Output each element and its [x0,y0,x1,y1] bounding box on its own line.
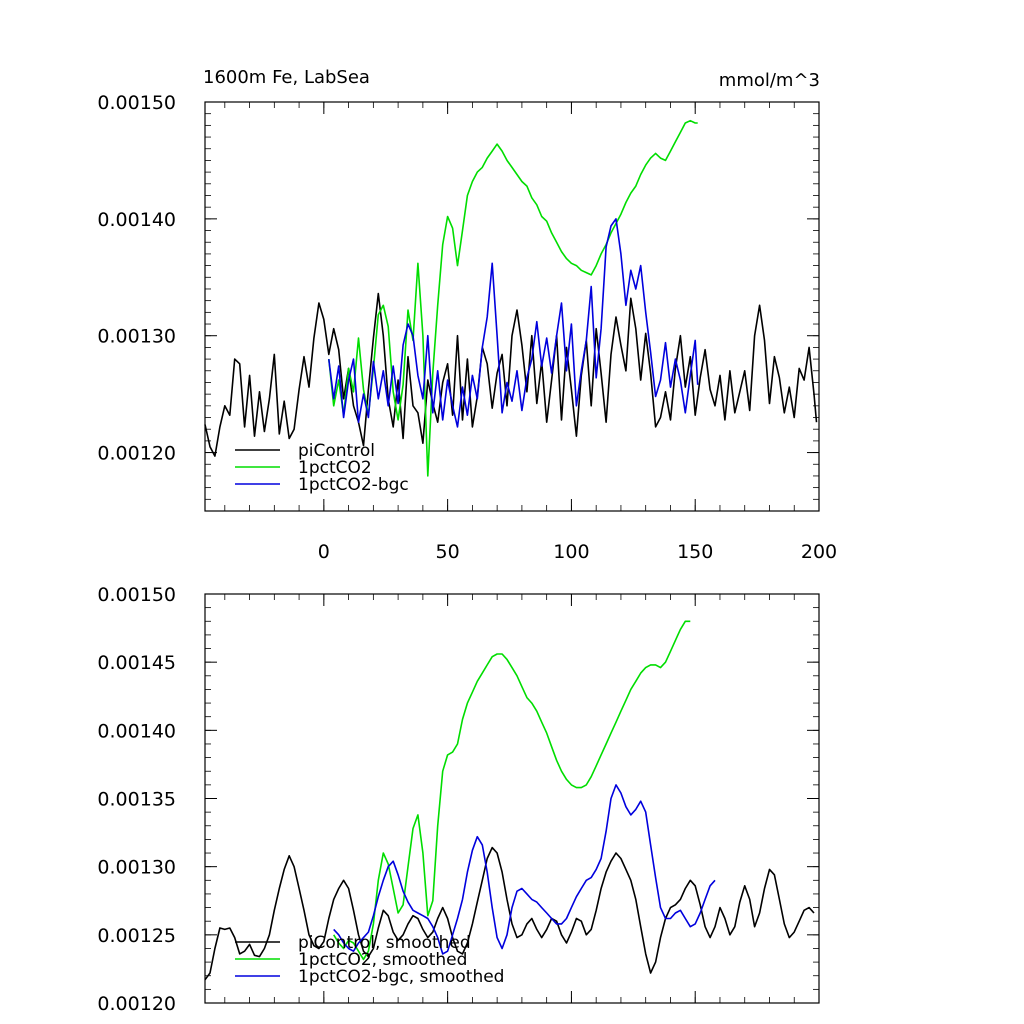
y-tick-label: 0.00140 [97,720,176,742]
units-label: mmol/m^3 [719,70,820,91]
series-line-2 [333,620,691,961]
y-tick-label: 0.00145 [97,652,176,674]
x-tick-label: 50 [436,541,460,563]
legend-label: 1pctCO2 [298,458,372,478]
y-tick-label: 0.00140 [97,209,176,231]
series-line-3 [328,218,699,428]
series-line-3 [333,784,716,955]
y-tick-label: 0.00120 [97,993,176,1015]
axis-ticks: 0.00120 0.00130 0.00140 0.00150 0 50 100 150 200 [97,92,837,563]
plot-frame [204,101,820,512]
series-group [204,119,818,477]
bottom-panel: 0.00120 0.00125 0.00130 0.00135 0.00140 0.001… [97,584,820,1015]
x-tick-label: 100 [553,541,589,563]
y-tick-label: 0.00150 [97,92,176,114]
series-group [204,620,815,981]
series-line-1 [204,846,815,981]
legend-label: 1pctCO2-bgc [298,475,409,495]
y-tick-label: 0.00130 [97,857,176,879]
top-panel: 1600m Fe, LabSea mmol/m^3 0.00120 0.00130… [97,67,837,563]
y-tick-label: 0.00130 [97,326,176,348]
y-tick-label: 0.00120 [97,443,176,465]
y-tick-label: 0.00135 [97,789,176,811]
x-tick-label: 200 [801,541,837,563]
series-line-1 [204,292,818,457]
legend-label: piControl, smoothed [298,933,471,953]
panel-title: 1600m Fe, LabSea [203,67,370,88]
legend-label: 1pctCO2-bgc, smoothed [298,967,504,987]
y-tick-label: 0.00125 [97,925,176,947]
legend-label: 1pctCO2, smoothed [298,950,467,970]
y-tick-label: 0.00150 [97,584,176,606]
axis-ticks: 0.00120 0.00125 0.00130 0.00135 0.00140 0.001… [97,584,820,1015]
series-line-2 [328,119,698,477]
x-tick-label: 150 [677,541,713,563]
legend-label: piControl [298,441,375,461]
x-tick-label: 0 [318,541,330,563]
